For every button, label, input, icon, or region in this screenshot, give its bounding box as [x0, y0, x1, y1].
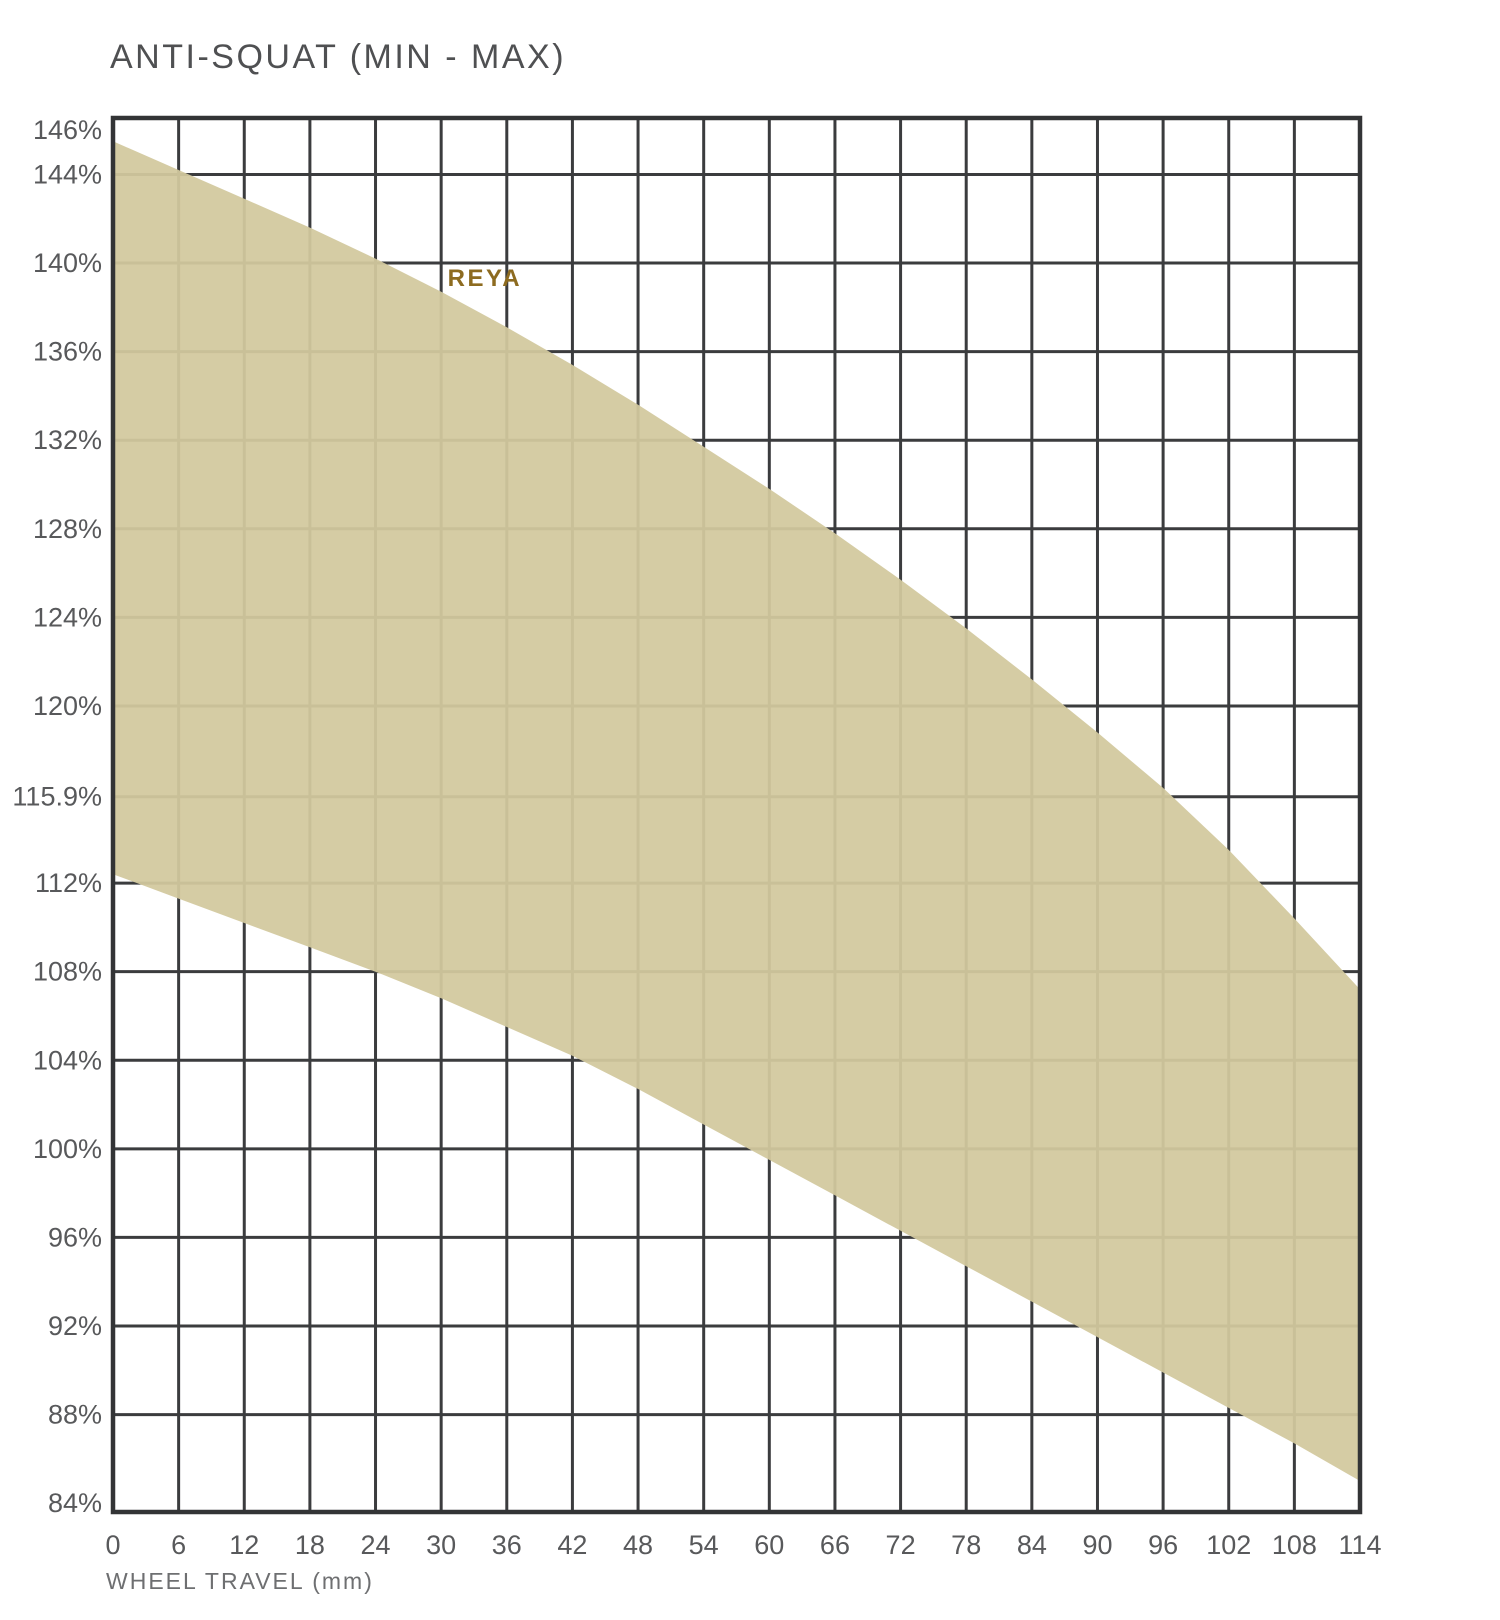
plot-frame — [110, 115, 1363, 1515]
x-tick-label: 42 — [557, 1530, 587, 1560]
y-tick-label: 104% — [33, 1045, 102, 1075]
x-tick-label: 72 — [886, 1530, 916, 1560]
y-tick-label: 146% — [33, 115, 102, 145]
x-tick-label: 0 — [105, 1530, 120, 1560]
y-tick-label: 144% — [33, 159, 102, 189]
x-tick-label: 114 — [1338, 1530, 1381, 1560]
x-axis-title: WHEEL TRAVEL (mm) — [106, 1568, 374, 1594]
chart-title: ANTI-SQUAT (MIN - MAX) — [110, 38, 567, 76]
y-tick-label: 92% — [48, 1311, 102, 1341]
x-tick-label: 18 — [295, 1530, 325, 1560]
x-tick-label: 48 — [623, 1530, 653, 1560]
annotation-reya: REYA — [448, 265, 522, 292]
x-tick-label: 78 — [951, 1530, 981, 1560]
y-tick-label: 96% — [48, 1222, 102, 1252]
y-tick-label: 132% — [33, 425, 102, 455]
x-tick-label: 66 — [820, 1530, 850, 1560]
x-tick-label: 96 — [1148, 1530, 1178, 1560]
x-tick-label: 84 — [1017, 1530, 1047, 1560]
x-tick-label: 6 — [171, 1530, 186, 1560]
y-tick-label: 136% — [33, 337, 102, 367]
y-tick-label: 108% — [33, 957, 102, 987]
y-tick-label: 140% — [33, 248, 102, 278]
x-tick-label: 90 — [1082, 1530, 1112, 1560]
y-tick-label: 124% — [33, 602, 102, 632]
x-tick-label: 12 — [229, 1530, 259, 1560]
x-tick-label: 30 — [426, 1530, 456, 1560]
x-tick-label: 108 — [1272, 1530, 1317, 1560]
x-tick-label: 60 — [754, 1530, 784, 1560]
y-tick-label: 100% — [33, 1134, 102, 1164]
x-tick-label: 36 — [492, 1530, 522, 1560]
y-tick-label: 128% — [33, 514, 102, 544]
minmax-band-area — [113, 141, 1360, 1481]
x-tick-label: 54 — [689, 1530, 719, 1560]
y-tick-label: 112% — [35, 868, 102, 898]
x-tick-label: 24 — [361, 1530, 391, 1560]
y-tick-label: 88% — [48, 1400, 102, 1430]
y-tick-label: 115.9% — [12, 782, 102, 812]
y-tick-label: 84% — [48, 1488, 102, 1518]
x-tick-label: 102 — [1206, 1530, 1251, 1560]
y-tick-label: 120% — [33, 691, 102, 721]
